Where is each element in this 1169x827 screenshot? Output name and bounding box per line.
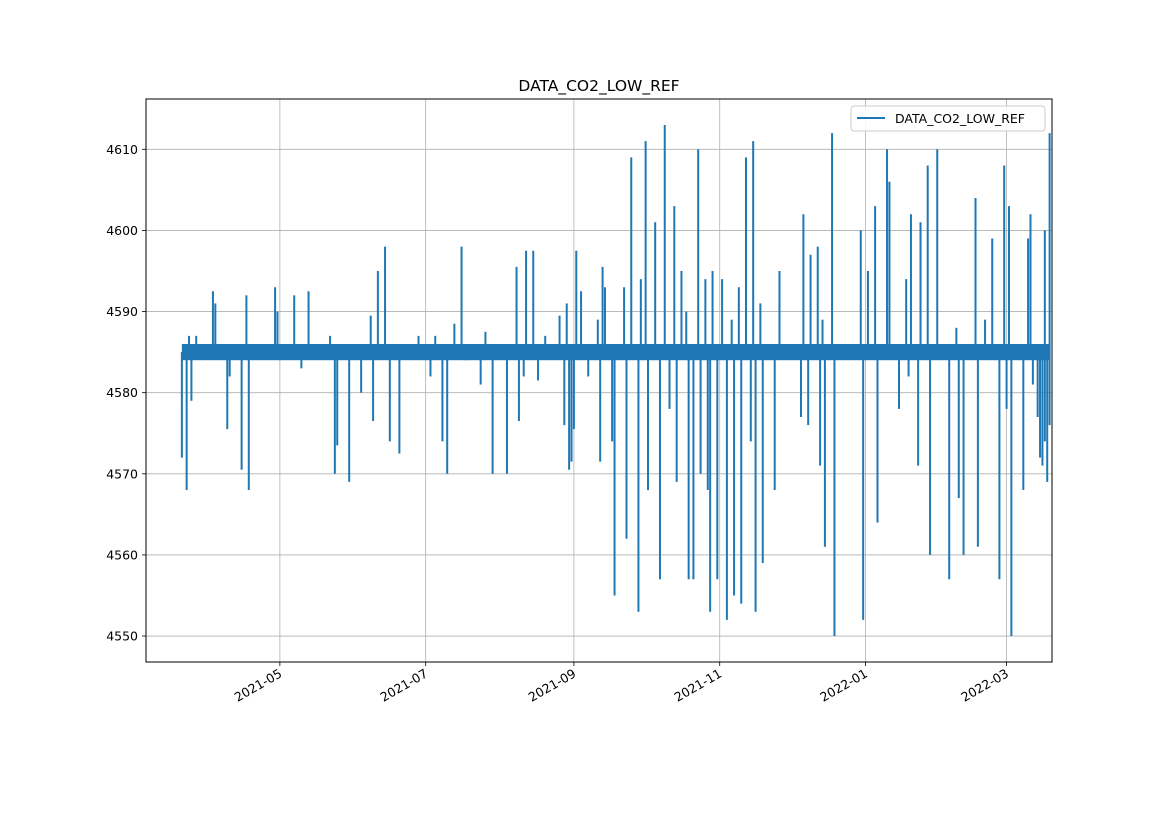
legend-box	[850, 105, 1046, 132]
y-tick-label: 4570	[106, 466, 138, 481]
axes-frame	[145, 98, 1053, 663]
plot-area	[180, 124, 1051, 637]
y-tick-label: 4550	[106, 629, 138, 644]
y-tick-label: 4600	[106, 223, 138, 238]
y-axis: 4550 4560 4570 4580 4590 4600 4610	[106, 142, 146, 644]
chart-title: DATA_CO2_LOW_REF	[518, 77, 679, 96]
legend: DATA_CO2_LOW_REF	[850, 105, 1046, 132]
y-tick-label: 4580	[106, 385, 138, 400]
baseline-band	[181, 343, 1050, 361]
legend-label: DATA_CO2_LOW_REF	[895, 111, 1025, 126]
y-tick-label: 4590	[106, 304, 138, 319]
y-tick-label: 4560	[106, 547, 138, 562]
y-tick-label: 4610	[106, 142, 138, 157]
